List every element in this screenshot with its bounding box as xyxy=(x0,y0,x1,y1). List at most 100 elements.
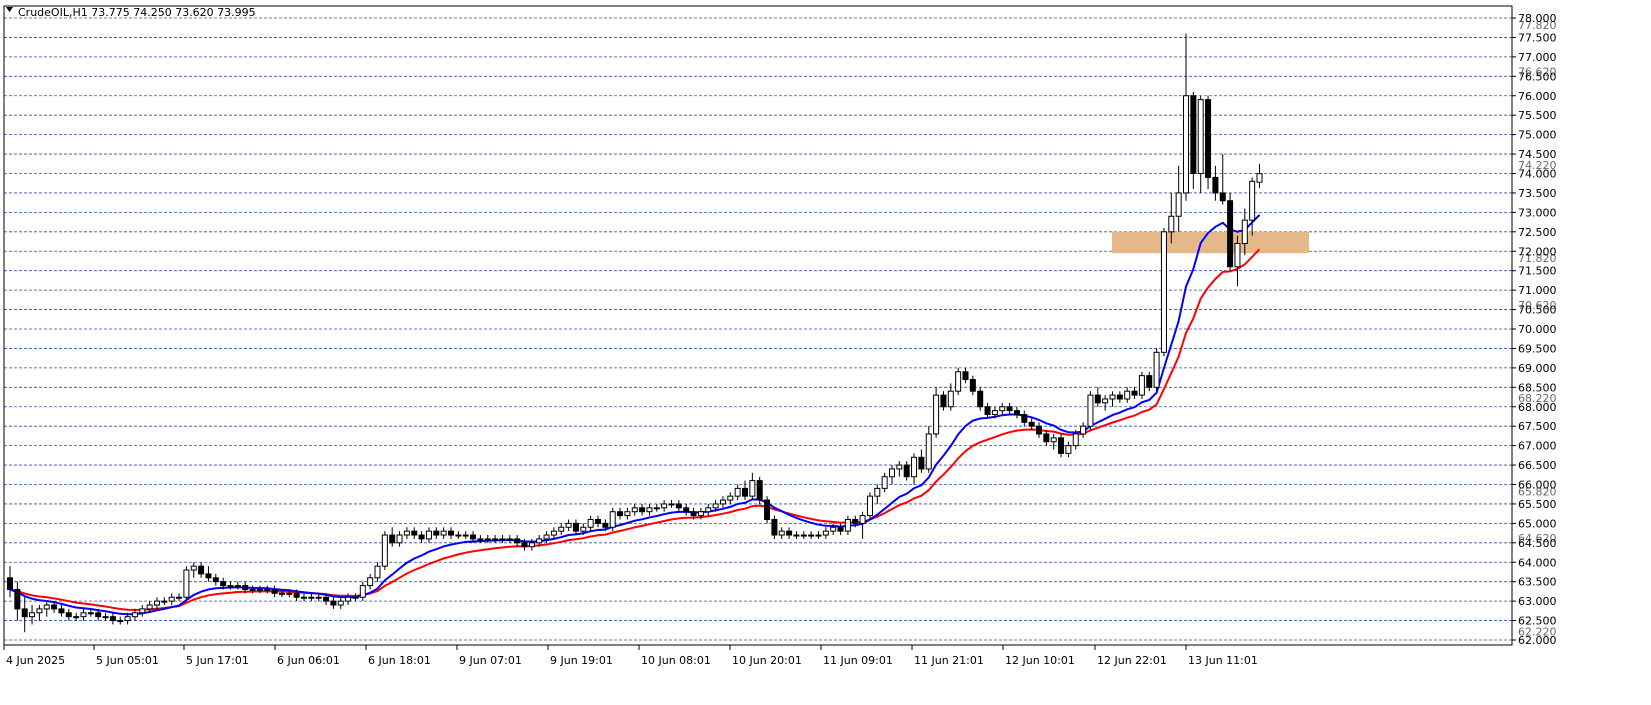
candle-body xyxy=(565,522,572,528)
candle xyxy=(786,527,793,539)
candle xyxy=(969,375,976,396)
candle-body xyxy=(58,608,65,614)
candle-body xyxy=(492,538,499,541)
candle-body xyxy=(403,530,410,536)
candle-body xyxy=(874,487,881,497)
resistance-zone[interactable] xyxy=(1112,231,1309,254)
candle xyxy=(425,527,432,543)
candle-body xyxy=(947,390,954,408)
candle xyxy=(558,523,565,536)
candle-body xyxy=(749,480,756,497)
price-tick-label: 67.000 xyxy=(1518,440,1557,453)
candle-body xyxy=(572,522,579,532)
candle xyxy=(1183,33,1189,201)
price-tick-label: 78.000 xyxy=(1518,12,1557,25)
candle xyxy=(1036,422,1042,438)
candle-body xyxy=(1065,445,1072,454)
candle-body xyxy=(727,495,734,501)
candle-body xyxy=(1234,242,1241,268)
candle xyxy=(146,601,153,613)
candle-body xyxy=(117,620,124,623)
candle xyxy=(1013,406,1020,419)
candle-body xyxy=(345,596,352,602)
candle xyxy=(852,515,859,528)
candle-body xyxy=(278,592,285,595)
candle xyxy=(719,496,726,508)
candle-body xyxy=(918,456,925,470)
candle-body xyxy=(859,515,866,524)
candle xyxy=(800,531,807,539)
candle xyxy=(271,585,278,598)
triangle-down-icon[interactable] xyxy=(6,7,13,12)
candle xyxy=(991,406,998,419)
price-tick-label-overlap: 74.220 xyxy=(1518,159,1557,172)
candle-body xyxy=(220,581,227,587)
candle-body xyxy=(234,585,241,588)
price-tick-label-overlap: 62.220 xyxy=(1518,625,1557,638)
candle-body xyxy=(1183,95,1189,194)
candle-body xyxy=(425,530,432,540)
candle-body xyxy=(558,526,565,532)
candle xyxy=(1021,410,1028,427)
price-tick-label: 70.500 xyxy=(1518,304,1557,317)
candle xyxy=(749,472,756,501)
candle-body xyxy=(999,406,1006,412)
price-tick-label: 74.000 xyxy=(1518,168,1557,181)
candle-body xyxy=(624,511,631,517)
candle xyxy=(999,402,1006,415)
candle xyxy=(205,566,212,582)
candle xyxy=(352,593,359,602)
candle xyxy=(815,531,822,539)
candle xyxy=(1116,391,1123,403)
candle-body xyxy=(477,538,484,541)
candle-body xyxy=(381,534,388,567)
candle-body xyxy=(161,600,168,603)
candle xyxy=(1175,165,1182,232)
candle-body xyxy=(800,534,807,537)
candle xyxy=(764,496,771,524)
candle xyxy=(256,585,263,594)
time-tick-label: 9 Jun 19:01 xyxy=(550,654,613,667)
candle-body xyxy=(786,530,793,536)
candle xyxy=(844,515,851,536)
grid-lines xyxy=(4,17,1512,641)
candle xyxy=(587,515,594,532)
candle xyxy=(43,601,50,617)
candle xyxy=(881,472,888,493)
candle-body xyxy=(712,503,719,509)
candle-body xyxy=(1153,351,1160,388)
time-tick-label: 6 Jun 06:01 xyxy=(277,654,340,667)
candle xyxy=(874,484,881,504)
candle xyxy=(521,538,528,551)
candle xyxy=(918,449,925,473)
candle-body xyxy=(881,476,888,489)
time-tick-label: 5 Jun 05:01 xyxy=(96,654,159,667)
candle xyxy=(315,593,322,602)
time-tick-label: 11 Jun 09:01 xyxy=(823,654,893,667)
zone-rectangle[interactable] xyxy=(1112,231,1309,254)
candle xyxy=(301,593,307,602)
candle xyxy=(337,597,344,609)
price-tick-label: 66.500 xyxy=(1518,459,1557,472)
candle-body xyxy=(154,600,160,606)
candle-body xyxy=(352,596,359,599)
candle xyxy=(595,515,601,528)
candle xyxy=(572,519,579,536)
candle xyxy=(933,387,940,438)
candle xyxy=(1065,441,1072,458)
candle xyxy=(1006,402,1013,415)
candle xyxy=(1087,391,1094,431)
candle-body xyxy=(411,530,418,536)
candle-body xyxy=(1160,231,1167,353)
candle-body xyxy=(212,577,219,583)
axes xyxy=(3,5,1513,646)
candle xyxy=(705,503,712,516)
candle-body xyxy=(146,604,153,610)
candle-body xyxy=(7,577,13,590)
candle-body xyxy=(1050,437,1057,443)
candle xyxy=(514,535,521,547)
candle-body xyxy=(308,596,315,599)
candle-body xyxy=(1036,425,1042,435)
